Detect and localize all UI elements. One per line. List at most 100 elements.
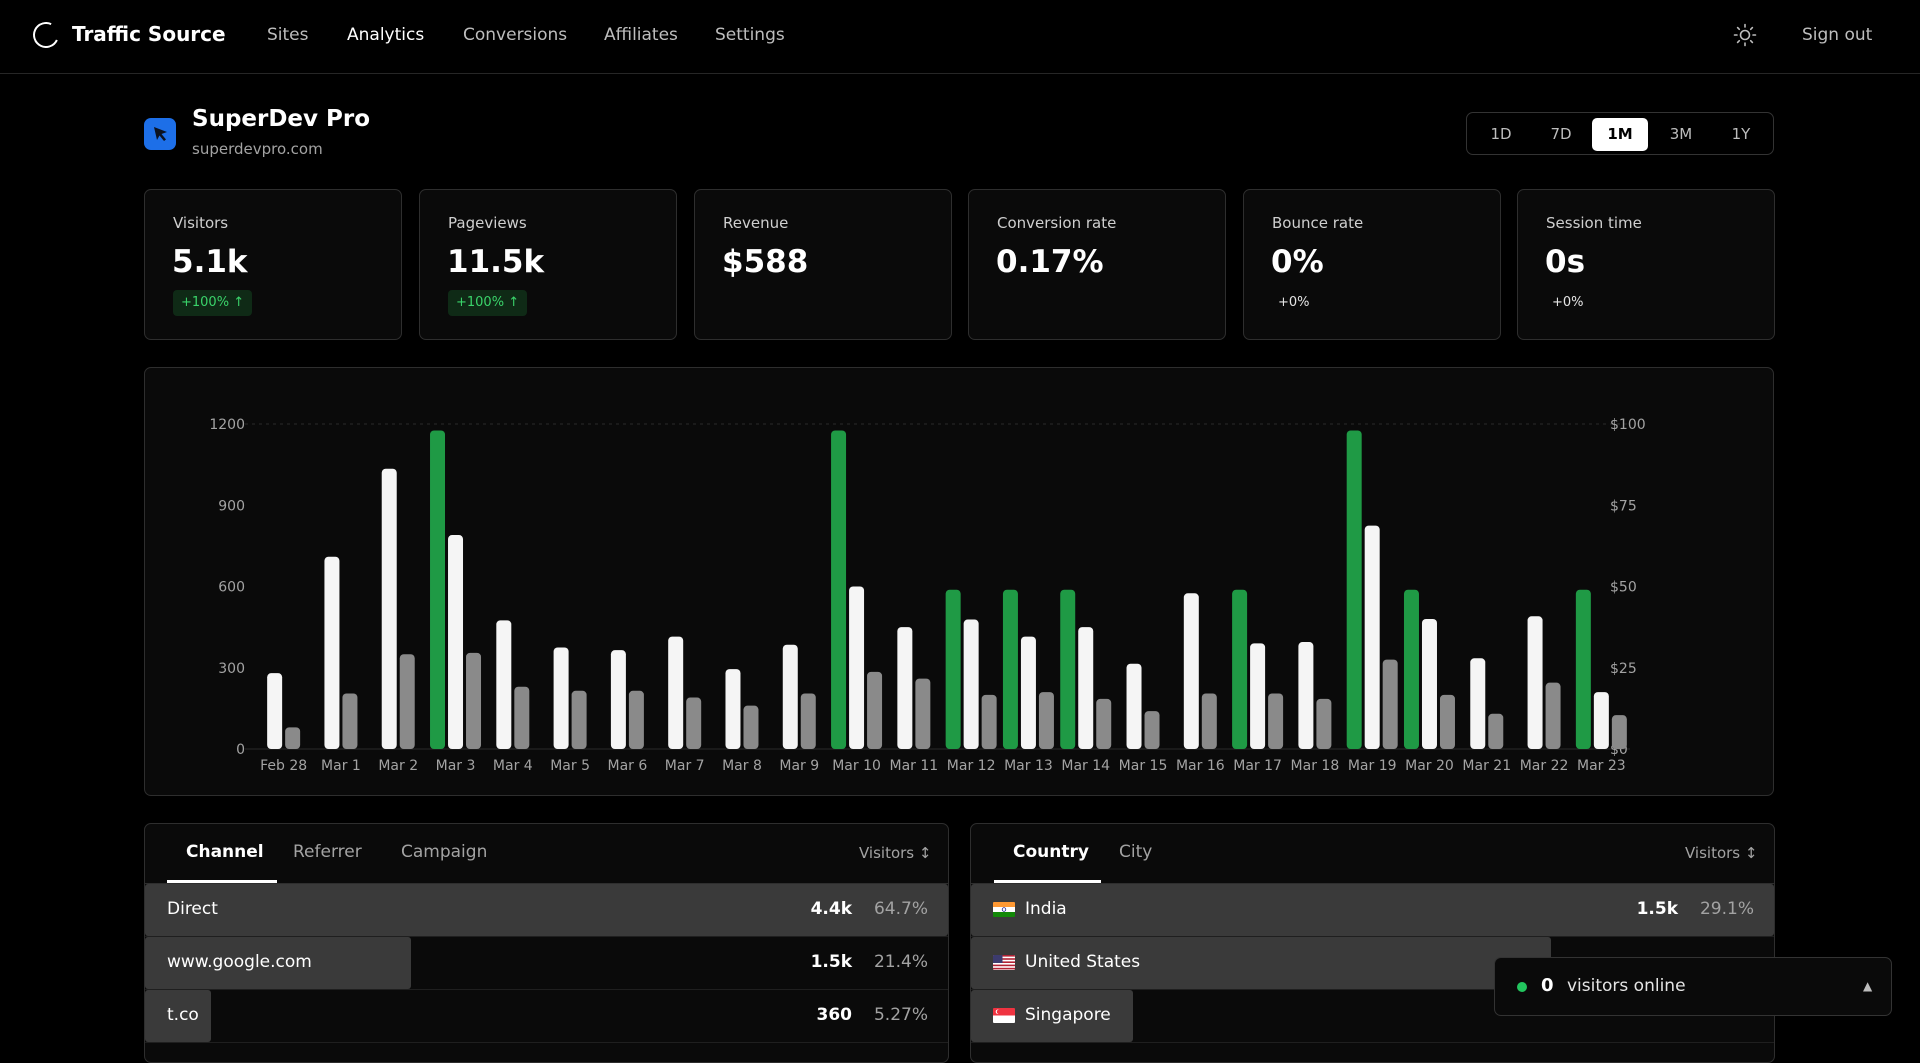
chart-bar	[849, 586, 865, 749]
chart-bar	[1488, 713, 1504, 749]
site-domain: superdevpro.com	[192, 140, 323, 158]
visitors-online-widget[interactable]: 0 visitors online ▲	[1494, 957, 1892, 1016]
kpi-value: 11.5k	[447, 244, 545, 280]
tab-city[interactable]: City	[1119, 842, 1153, 862]
kpi-card-session-time[interactable]: Session time 0s +0%	[1517, 189, 1775, 340]
chart-bar	[1316, 698, 1332, 749]
range-7d-button[interactable]: 7D	[1550, 125, 1572, 143]
top-nav: Traffic Source Sites Analytics Conversio…	[0, 0, 1920, 74]
chart-bar	[324, 556, 340, 749]
nav-analytics[interactable]: Analytics	[347, 25, 425, 45]
kpi-card-pageviews[interactable]: Pageviews 11.5k +100% ↑	[419, 189, 677, 340]
x-tick-label: Mar 22	[1520, 758, 1569, 774]
chart-bar	[1060, 589, 1076, 749]
x-tick-label: Mar 5	[550, 758, 590, 774]
chart-bar	[1593, 692, 1609, 749]
row-value: 4.4k	[810, 899, 852, 919]
x-tick-label: Mar 3	[436, 758, 476, 774]
chart-bar	[553, 647, 569, 749]
kpi-card-bounce-rate[interactable]: Bounce rate 0% +0%	[1243, 189, 1501, 340]
site-cursor-icon	[144, 118, 176, 150]
country-row[interactable]: India 1.5k 29.1%	[971, 884, 1774, 937]
x-tick-label: Mar 18	[1291, 758, 1340, 774]
panel-divider	[145, 883, 948, 884]
x-tick-label: Mar 14	[1061, 758, 1110, 774]
range-1m-button[interactable]: 1M	[1592, 118, 1648, 151]
nav-sites[interactable]: Sites	[267, 25, 309, 45]
row-label: Direct	[167, 899, 218, 919]
chart-bar	[1346, 430, 1362, 749]
range-1y-button[interactable]: 1Y	[1731, 125, 1751, 143]
chart-bar	[782, 644, 798, 749]
chart-bar	[285, 727, 301, 749]
kpi-card-revenue[interactable]: Revenue $588	[694, 189, 952, 340]
tab-referrer[interactable]: Referrer	[293, 842, 362, 862]
chart-bar	[1527, 616, 1543, 749]
row-value: 360	[816, 1005, 853, 1025]
tab-country[interactable]: Country	[1013, 842, 1089, 862]
tab-channel[interactable]: Channel	[186, 842, 264, 862]
nav-affiliates[interactable]: Affiliates	[604, 25, 678, 45]
chart-bar	[915, 678, 931, 749]
expand-caret-icon[interactable]: ▲	[1863, 979, 1873, 993]
row-percent: 5.27%	[873, 1005, 928, 1025]
chart-bar	[1078, 627, 1094, 749]
x-tick-label: Mar 16	[1176, 758, 1225, 774]
x-tick-label: Mar 11	[890, 758, 939, 774]
chart-bar	[1439, 694, 1455, 749]
x-tick-label: Mar 9	[779, 758, 819, 774]
channel-row[interactable]: t.co 360 5.27%	[145, 990, 948, 1043]
nav-settings[interactable]: Settings	[715, 25, 785, 45]
y-tick-label: 300	[218, 661, 245, 677]
kpi-label: Conversion rate	[997, 214, 1117, 232]
nav-conversions[interactable]: Conversions	[463, 25, 568, 45]
chart-bar	[1020, 636, 1036, 749]
chart-bar	[496, 620, 512, 749]
y2-tick-label: $25	[1610, 661, 1637, 677]
y-tick-label: 600	[218, 580, 245, 596]
chart-bar	[800, 693, 816, 749]
chart-bar	[1382, 659, 1398, 749]
y2-tick-label: $100	[1610, 417, 1646, 433]
panel-divider	[971, 883, 1774, 884]
country-row[interactable]: United States	[971, 937, 1774, 990]
channel-row[interactable]: Direct 4.4k 64.7%	[145, 884, 948, 937]
theme-toggle-sun-icon[interactable]	[1733, 23, 1757, 47]
kpi-card-visitors[interactable]: Visitors 5.1k +100% ↑	[144, 189, 402, 340]
chart-bar	[381, 468, 397, 749]
active-tab-indicator	[167, 880, 277, 883]
channel-row[interactable]: www.google.com 1.5k 21.4%	[145, 937, 948, 990]
kpi-label: Visitors	[173, 214, 229, 232]
chart-bar	[466, 652, 482, 749]
x-tick-label: Mar 20	[1405, 758, 1454, 774]
x-tick-label: Mar 23	[1577, 758, 1626, 774]
range-1d-button[interactable]: 1D	[1490, 125, 1512, 143]
chart-bar	[867, 671, 883, 749]
kpi-value: 0s	[1545, 244, 1586, 280]
sort-visitors-button[interactable]: Visitors ↕	[1685, 844, 1758, 862]
chart-bar	[945, 589, 961, 749]
range-3m-button[interactable]: 3M	[1669, 125, 1693, 143]
location-panel: Country City Visitors ↕ India 1.5k 29.1%…	[970, 823, 1775, 1063]
share-bar	[971, 937, 1551, 989]
chart-bar	[981, 694, 997, 749]
chart-bar	[267, 673, 283, 749]
chart-bar	[743, 705, 759, 749]
singapore-flag-icon	[993, 1008, 1015, 1023]
row-percent: 29.1%	[1699, 899, 1754, 919]
chart-bar	[1545, 682, 1561, 749]
chart-bar	[897, 627, 913, 749]
brand-name[interactable]: Traffic Source	[72, 22, 226, 46]
online-count: 0	[1541, 975, 1554, 996]
sign-out-link[interactable]: Sign out	[1802, 25, 1873, 45]
sort-visitors-button[interactable]: Visitors ↕	[859, 844, 932, 862]
x-tick-label: Mar 10	[832, 758, 881, 774]
x-tick-label: Mar 21	[1462, 758, 1511, 774]
kpi-card-conversion-rate[interactable]: Conversion rate 0.17%	[968, 189, 1226, 340]
kpi-delta-badge: +0%	[1278, 295, 1310, 310]
chart-bar	[1038, 692, 1054, 749]
kpi-value: 0.17%	[996, 244, 1104, 280]
row-label: India	[1025, 899, 1067, 919]
tab-campaign[interactable]: Campaign	[401, 842, 488, 862]
x-tick-label: Mar 4	[493, 758, 533, 774]
